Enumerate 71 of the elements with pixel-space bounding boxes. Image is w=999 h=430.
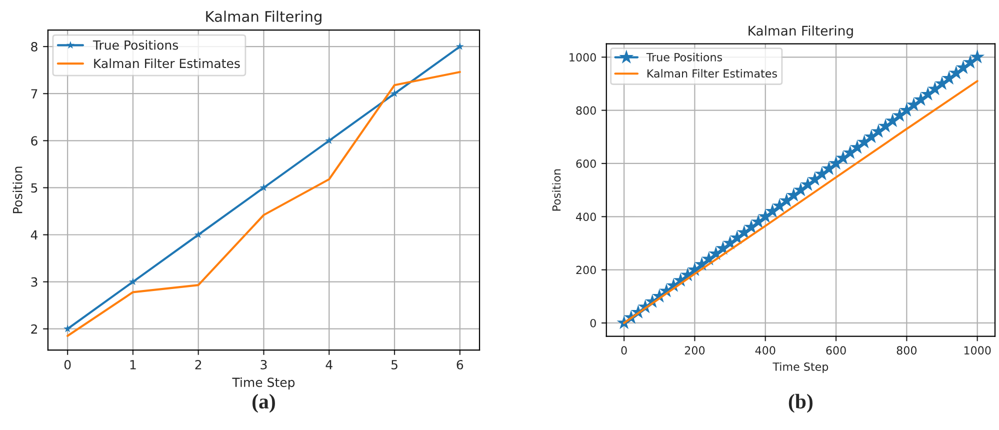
x-tick-label: 2	[195, 360, 202, 370]
point	[899, 102, 914, 116]
y-tick-label: 6	[31, 136, 38, 146]
x-tick-label: 3	[260, 360, 267, 370]
y-tick-label: 4	[30, 230, 38, 240]
y-tick-label: 5	[31, 183, 38, 193]
text: (a)	[252, 394, 275, 413]
y-tick-label: 1000	[570, 53, 596, 62]
legend-label: True Positions	[92, 40, 178, 50]
point	[948, 65, 964, 80]
point	[456, 42, 464, 50]
point	[970, 50, 985, 64]
point	[878, 118, 893, 132]
x-tick-label: 0	[64, 360, 71, 370]
y-axis-title: Position	[552, 169, 561, 211]
y-tick-label: 600	[576, 159, 596, 168]
x-tick-label: 6	[456, 360, 464, 370]
chart-title: Kalman Filtering	[206, 10, 322, 25]
x-tick-label: 600	[826, 346, 846, 355]
y-tick-label: 2	[31, 324, 37, 334]
point	[934, 76, 950, 90]
y-tick-label: 0	[590, 318, 596, 328]
point	[822, 161, 836, 175]
x-tick-label: 400	[755, 346, 776, 355]
x-axis-title: Time Step	[772, 362, 828, 374]
chart-title: Kalman Filtering	[748, 26, 853, 38]
y-tick-label: 800	[576, 106, 596, 115]
x-tick-label: 200	[684, 346, 705, 355]
x-tick-label: 4	[326, 360, 332, 370]
point	[793, 182, 808, 196]
x-axis-title: Time Step	[232, 377, 295, 390]
point	[914, 92, 928, 106]
x-tick-label: 5	[392, 360, 398, 370]
y-tick-label: 3	[31, 277, 38, 287]
x-tick-label: 0	[621, 346, 627, 355]
y-tick-label: 400	[576, 212, 596, 222]
point	[800, 177, 816, 191]
y-axis-title: Position	[12, 166, 22, 214]
point	[736, 224, 752, 239]
point	[871, 124, 886, 138]
point	[390, 89, 398, 97]
legend-label: Kalman Filter Estimates	[94, 58, 240, 68]
point	[751, 214, 766, 228]
y-tick-label: 200	[576, 266, 596, 274]
legend-label: True Positions	[646, 52, 722, 62]
point	[850, 140, 864, 154]
point	[260, 184, 268, 192]
point	[808, 172, 822, 186]
point	[885, 113, 900, 128]
point	[842, 145, 858, 160]
point	[963, 54, 978, 69]
x-tick-label: 1	[130, 360, 136, 370]
y-tick-label: 7	[31, 89, 38, 98]
point	[828, 156, 844, 170]
point	[920, 86, 936, 101]
point	[928, 81, 942, 96]
point	[325, 136, 334, 144]
text: (b)	[788, 394, 813, 413]
point	[128, 278, 137, 286]
legend-label: Kalman Filter Estimates	[647, 69, 777, 78]
point	[765, 204, 780, 218]
x-tick-label: 1000	[964, 346, 991, 355]
x-tick-label: 800	[896, 346, 917, 355]
point	[786, 188, 801, 202]
point	[864, 129, 879, 144]
point	[906, 97, 922, 112]
y-tick-label: 8	[31, 42, 38, 52]
point	[772, 198, 787, 212]
point	[942, 70, 956, 85]
point	[64, 324, 72, 332]
point	[194, 230, 202, 238]
